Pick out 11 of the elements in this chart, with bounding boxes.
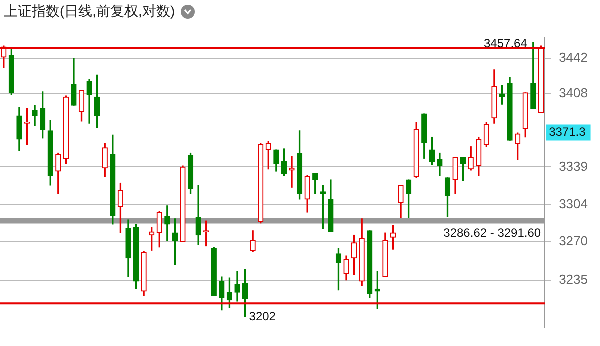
chart-title: 上证指数(日线,前复权,对数) [4, 3, 176, 21]
annotation: 3202 [249, 309, 276, 324]
y-tick-label: 3304 [559, 196, 588, 212]
y-tick-label: 3235 [559, 272, 588, 287]
y-tick-label: 3442 [559, 50, 588, 66]
annotation: 3457.64 [484, 36, 528, 51]
y-tick-label: 3339 [559, 158, 588, 174]
y-tick-label: 3408 [559, 86, 588, 101]
band-label: 3286.62 - 3291.60 [444, 226, 542, 240]
y-tick-label: 3270 [559, 233, 588, 248]
text: 3371.3 [549, 125, 586, 140]
